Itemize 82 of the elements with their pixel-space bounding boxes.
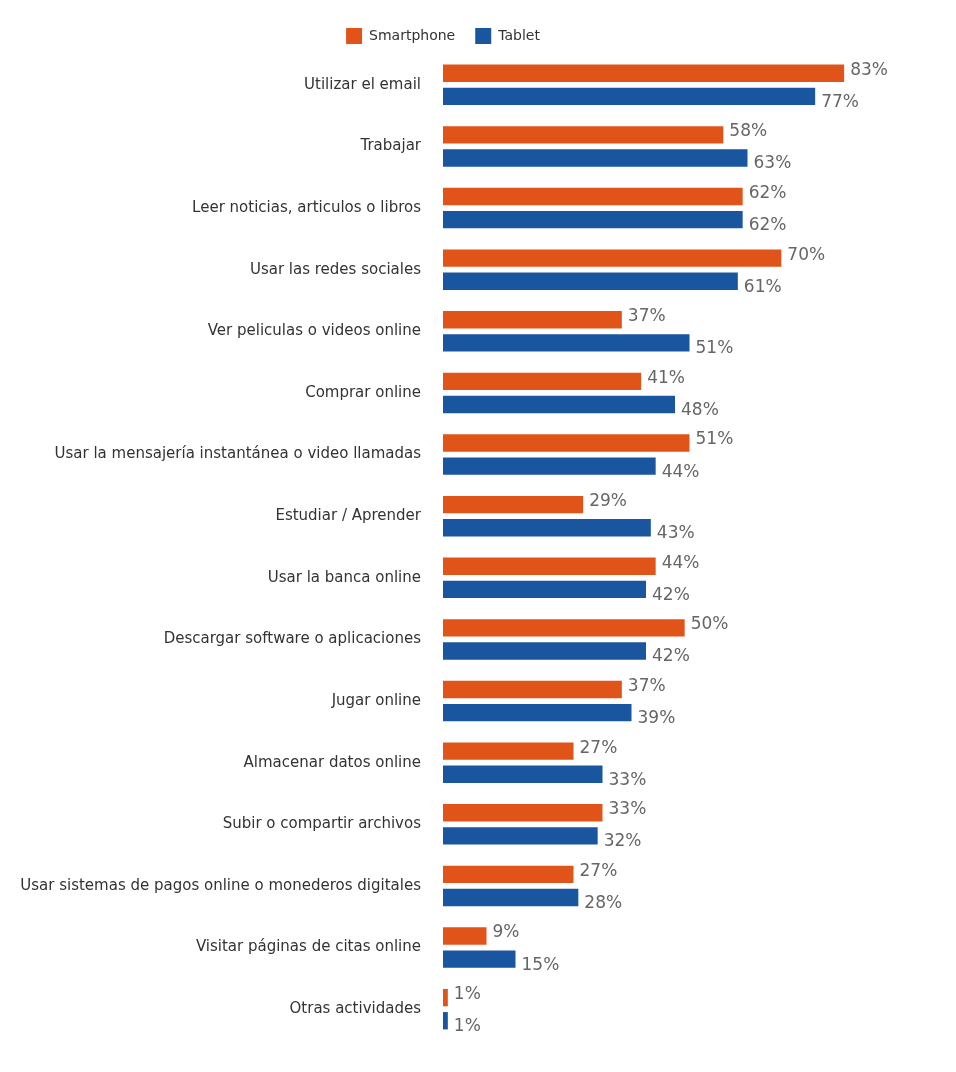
data-label: 51% xyxy=(695,428,734,449)
data-label: 77% xyxy=(821,90,859,111)
data-label: 58% xyxy=(729,120,768,141)
bar xyxy=(443,334,690,352)
y-tick-label: Trabajar xyxy=(359,136,422,155)
y-tick-label: Descargar software o aplicaciones xyxy=(163,629,422,648)
data-label: 28% xyxy=(584,891,623,912)
y-tick-label: Utilizar el email xyxy=(304,74,421,93)
y-tick-label: Leer noticias, articulos o libros xyxy=(192,197,422,216)
bar xyxy=(443,1012,448,1030)
data-label: 33% xyxy=(608,798,647,819)
y-tick-label: Usar la mensajería instantánea o video llamadas xyxy=(54,444,422,463)
data-label: 62% xyxy=(748,181,787,202)
bar xyxy=(443,950,516,968)
data-label: 9% xyxy=(492,921,520,942)
bar xyxy=(443,210,743,229)
bar xyxy=(443,519,651,537)
bar xyxy=(443,580,646,599)
bar xyxy=(443,680,622,699)
data-label: 29% xyxy=(589,490,627,511)
bar xyxy=(443,703,632,722)
data-label: 44% xyxy=(661,551,700,572)
bar xyxy=(443,988,448,1007)
bar xyxy=(443,557,656,575)
bar xyxy=(443,642,646,660)
bar xyxy=(443,804,603,822)
bar xyxy=(443,272,738,290)
bar xyxy=(443,187,743,206)
y-tick-label: Almacenar datos online xyxy=(243,752,421,771)
legend-label: Tablet xyxy=(497,26,541,43)
data-label: 61% xyxy=(743,275,782,296)
y-tick-label: Usar la banca online xyxy=(267,567,421,586)
bar xyxy=(443,149,748,167)
data-label: 51% xyxy=(695,337,734,358)
y-tick-label: Comprar online xyxy=(305,382,421,401)
y-tick-label: Estudiar / Aprender xyxy=(275,506,422,525)
bar xyxy=(443,249,782,267)
data-label: 62% xyxy=(748,214,787,235)
bar xyxy=(443,927,487,945)
data-label: 32% xyxy=(603,830,642,851)
data-label: 39% xyxy=(637,707,676,728)
y-tick-label: Subir o compartir archivos xyxy=(222,814,422,833)
y-tick-label: Usar sistemas de pagos online o monederos digitales xyxy=(20,875,422,894)
legend-label: Smartphone xyxy=(369,26,456,43)
bar xyxy=(443,311,622,329)
data-label: 1% xyxy=(453,1015,481,1036)
data-label: 50% xyxy=(690,613,729,634)
bar xyxy=(443,395,675,414)
bar xyxy=(443,434,690,452)
bar xyxy=(443,827,598,845)
bar xyxy=(443,742,574,760)
data-label: 44% xyxy=(661,460,700,481)
data-label: 37% xyxy=(627,305,666,326)
data-label: 83% xyxy=(850,58,888,79)
bar xyxy=(443,64,845,82)
data-label: 42% xyxy=(652,645,690,666)
bar xyxy=(443,865,574,884)
bar xyxy=(443,372,642,391)
data-label: 48% xyxy=(681,398,719,419)
data-label: 27% xyxy=(579,736,618,757)
data-label: 70% xyxy=(787,243,826,264)
y-tick-label: Ver peliculas o videos online xyxy=(207,321,421,340)
bar xyxy=(443,126,724,144)
y-tick-label: Otras actividades xyxy=(289,999,422,1018)
data-label: 37% xyxy=(627,674,666,695)
data-label: 63% xyxy=(753,152,792,173)
bar xyxy=(443,495,584,514)
bar xyxy=(443,888,579,907)
data-label: 1% xyxy=(453,983,481,1004)
data-label: 27% xyxy=(579,859,618,880)
bar xyxy=(443,765,603,783)
bar xyxy=(443,619,685,637)
y-tick-label: Usar las redes sociales xyxy=(249,259,422,278)
data-label: 42% xyxy=(652,583,690,604)
data-label: 33% xyxy=(608,768,647,789)
y-tick-label: Visitar páginas de citas online xyxy=(195,937,421,956)
data-label: 15% xyxy=(521,953,560,974)
data-label: 41% xyxy=(647,366,685,387)
bar xyxy=(443,87,816,106)
bar xyxy=(443,457,656,475)
y-tick-label: Jugar online xyxy=(330,690,421,709)
data-label: 43% xyxy=(656,522,695,543)
